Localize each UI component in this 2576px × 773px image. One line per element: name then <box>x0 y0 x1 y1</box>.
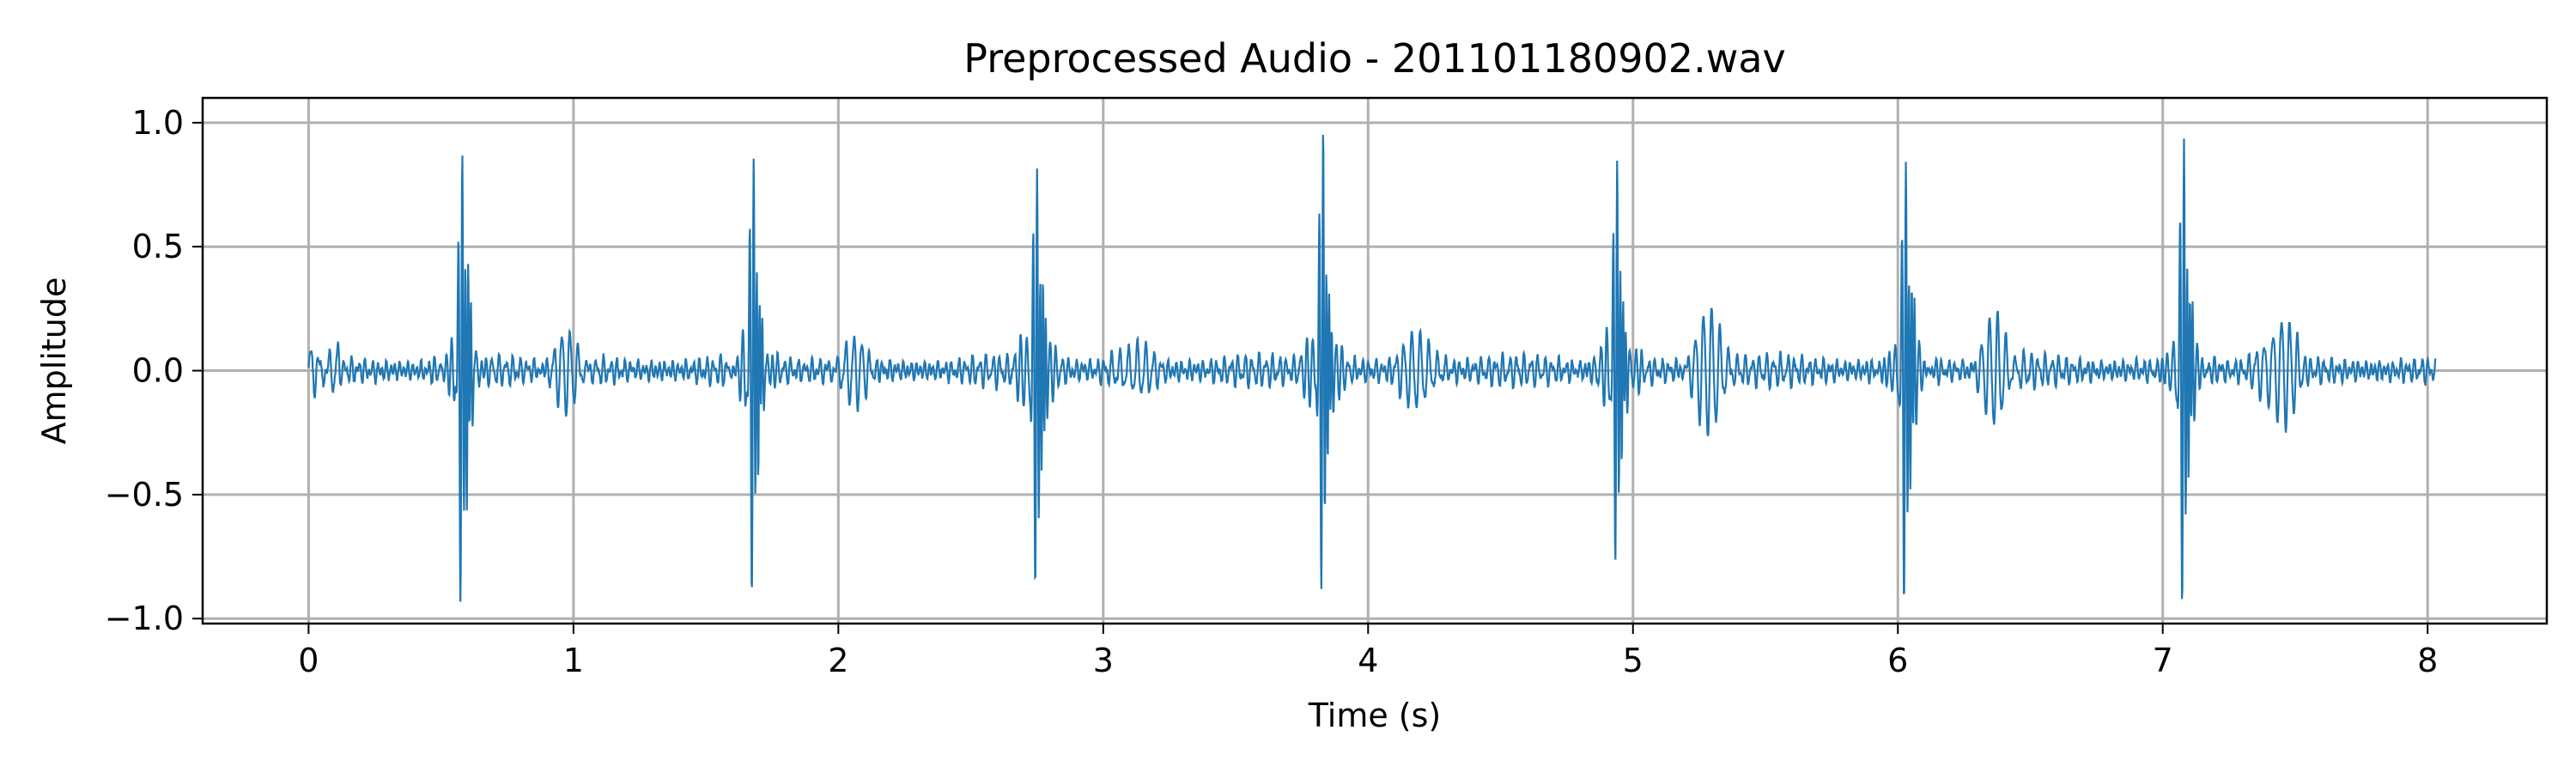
y-axis-label: Amplitude <box>35 277 73 445</box>
x-tick-label: 0 <box>298 642 319 679</box>
grid-layer <box>203 98 2547 624</box>
y-tick-label: −0.5 <box>105 476 184 514</box>
plot-layer <box>307 134 2437 602</box>
y-tick-label: 0.0 <box>132 352 184 390</box>
x-tick-label: 2 <box>828 642 848 679</box>
axes-frame <box>201 96 2549 625</box>
tick-layer: 0 1 2 3 4 5 6 7 8 1.0 0.5 0.0 −0.5 −1.0 <box>105 104 2439 679</box>
x-tick-label: 1 <box>563 642 584 679</box>
x-tick-label: 6 <box>1887 642 1908 679</box>
x-tick-label: 8 <box>2417 642 2438 679</box>
waveform-line <box>307 134 2437 602</box>
x-tick-label: 5 <box>1623 642 1643 679</box>
y-tick-label: 0.5 <box>132 228 184 265</box>
x-tick-label: 7 <box>2153 642 2173 679</box>
y-tick-label: 1.0 <box>132 104 184 142</box>
chart-title: Preprocessed Audio - 201101180902.wav <box>963 35 1785 82</box>
x-tick-label: 4 <box>1358 642 1378 679</box>
x-tick-label: 3 <box>1093 642 1114 679</box>
y-tick-label: −1.0 <box>105 600 184 637</box>
x-axis-label: Time (s) <box>1308 697 1442 734</box>
